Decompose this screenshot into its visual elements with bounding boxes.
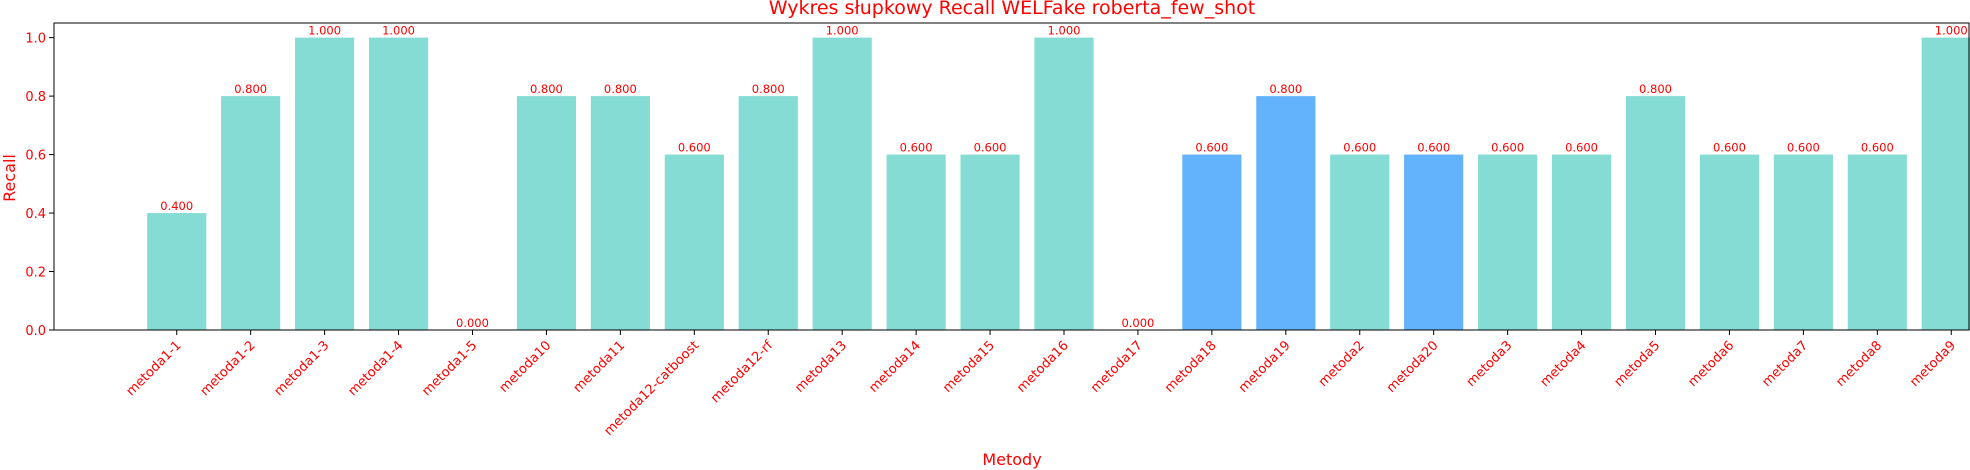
bar-metoda12-rf — [738, 96, 798, 330]
x-tick-label: metoda18 — [1162, 338, 1220, 396]
bar-value-label: 0.800 — [234, 82, 267, 96]
bar-value-label: 0.800 — [530, 82, 563, 96]
x-tick-label: metoda1-3 — [272, 338, 333, 399]
bar-value-label: 0.600 — [1787, 141, 1820, 155]
x-tick-label: metoda16 — [1014, 338, 1072, 396]
bar-metoda20 — [1404, 154, 1464, 330]
bar-value-label: 0.600 — [678, 141, 711, 155]
x-axis-label: Metody — [982, 450, 1041, 469]
bar-value-label: 1.000 — [308, 24, 341, 38]
x-tick-label: metoda3 — [1464, 338, 1516, 390]
bar-value-label: 0.600 — [1343, 141, 1376, 155]
x-tick-label: metoda5 — [1612, 338, 1664, 390]
bar-value-label: 0.600 — [1861, 141, 1894, 155]
x-tick-label: metoda4 — [1538, 338, 1590, 390]
bar-value-label: 0.600 — [1565, 141, 1598, 155]
y-tick-label: 0.6 — [25, 149, 46, 164]
bar-value-label: 0.600 — [1713, 141, 1746, 155]
bar-metoda13 — [812, 37, 872, 331]
x-tick-label: metoda2 — [1316, 338, 1368, 390]
bar-value-label: 1.000 — [826, 24, 859, 38]
y-axis: 0.0 0.2 0.4 0.6 0.8 1.0 — [25, 32, 54, 339]
bar-value-label: 0.800 — [1269, 82, 1302, 96]
bar-metoda5 — [1625, 96, 1686, 330]
bar-metoda15 — [960, 154, 1020, 330]
bar-value-label: 0.600 — [974, 141, 1007, 155]
bar-metoda1-3 — [295, 37, 355, 331]
x-tick-label: metoda1-2 — [198, 338, 259, 399]
x-tick-label: metoda1-1 — [124, 338, 185, 399]
bar-value-labels: 0.400 0.800 1.000 1.000 0.000 0.800 0.800 0.600… — [160, 24, 1967, 330]
bar-metoda14 — [886, 154, 946, 330]
y-tick-label: 0.2 — [25, 266, 46, 281]
bar-value-label: 0.800 — [604, 82, 637, 96]
x-tick-label: metoda7 — [1759, 338, 1811, 390]
bar-metoda4 — [1551, 154, 1612, 330]
bar-value-label: 0.400 — [160, 199, 193, 213]
bar-value-label: 0.800 — [752, 82, 785, 96]
bar-metoda9 — [1921, 37, 1970, 331]
y-tick-label: 0.8 — [25, 90, 46, 105]
plot-frame — [53, 22, 1970, 331]
x-tick-label: metoda17 — [1088, 338, 1146, 396]
x-tick-label: metoda8 — [1833, 338, 1885, 390]
bar-value-label: 0.800 — [1639, 82, 1672, 96]
bar-metoda19 — [1256, 96, 1316, 330]
x-tick-label: metoda14 — [866, 338, 924, 396]
x-tick-label: metoda15 — [940, 338, 998, 396]
chart-title: Wykres słupkowy Recall WELFake roberta_f… — [769, 0, 1256, 19]
bar-metoda6 — [1699, 154, 1760, 330]
bar-metoda18 — [1182, 154, 1242, 330]
x-axis: metoda1-1 metoda1-2 metoda1-3 metoda1-4 meto… — [124, 330, 1959, 439]
bars-group — [147, 37, 1970, 331]
bar-value-label: 0.600 — [1417, 141, 1450, 155]
x-tick-label: metoda13 — [792, 338, 850, 396]
x-tick-label: metoda12-rf — [708, 338, 776, 406]
x-tick-label: metoda20 — [1384, 338, 1442, 396]
x-tick-label: metoda1-4 — [345, 338, 406, 399]
y-tick-label: 0.0 — [25, 324, 46, 339]
bar-value-label: 0.000 — [456, 316, 489, 330]
bar-metoda1-4 — [368, 37, 429, 331]
bar-metoda10 — [516, 96, 576, 330]
bar-metoda12-catboost — [664, 154, 724, 330]
x-tick-label: metoda9 — [1907, 338, 1959, 390]
bar-value-label: 0.600 — [900, 141, 933, 155]
x-tick-label: metoda19 — [1236, 338, 1294, 396]
bar-metoda8 — [1847, 154, 1907, 330]
bar-metoda3 — [1478, 154, 1538, 330]
x-tick-label: metoda10 — [497, 338, 555, 396]
bar-value-label: 0.600 — [1491, 141, 1524, 155]
bar-metoda2 — [1330, 154, 1390, 330]
bar-value-label: 1.000 — [1935, 24, 1968, 38]
bar-value-label: 0.000 — [1121, 316, 1154, 330]
y-tick-label: 0.4 — [25, 207, 46, 222]
bar-metoda7 — [1773, 154, 1833, 330]
bar-metoda1-1 — [147, 213, 207, 330]
bar-metoda16 — [1034, 37, 1094, 331]
bar-value-label: 1.000 — [382, 24, 415, 38]
bar-value-label: 1.000 — [1048, 24, 1081, 38]
x-tick-label: metoda11 — [571, 338, 629, 396]
x-tick-label: metoda6 — [1686, 338, 1738, 390]
bar-metoda1-2 — [221, 96, 281, 330]
bar-metoda11 — [590, 96, 650, 330]
y-axis-label: Recall — [0, 154, 19, 202]
x-tick-label: metoda1-5 — [419, 338, 480, 399]
y-tick-label: 1.0 — [25, 32, 46, 47]
bar-value-label: 0.600 — [1195, 141, 1228, 155]
